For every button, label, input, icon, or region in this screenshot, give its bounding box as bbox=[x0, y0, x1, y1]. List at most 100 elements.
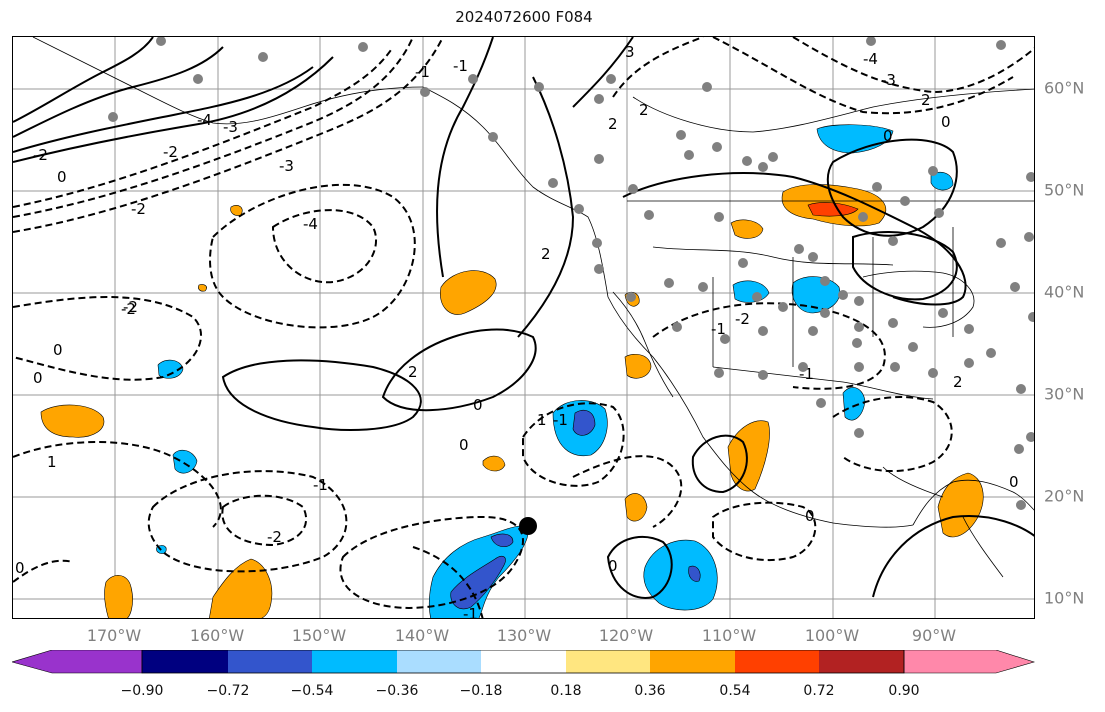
colorbar-segment bbox=[566, 650, 650, 673]
colorbar-segment bbox=[12, 650, 143, 674]
contour-label: 2 bbox=[541, 245, 551, 263]
shade-blue bbox=[791, 276, 841, 314]
contour-label: -1 bbox=[313, 476, 328, 494]
shade-darkblue bbox=[688, 565, 701, 582]
colorbar-segment bbox=[312, 650, 397, 673]
shade-orange bbox=[40, 404, 105, 438]
contour-label: -1 bbox=[711, 320, 726, 338]
contour-label: 0 bbox=[473, 396, 483, 414]
shaded-areas bbox=[40, 124, 984, 618]
colorbar bbox=[12, 650, 1036, 674]
contour-labels: -2 -4 -3 -2 -1 0 -1 -2 -3 -4 0 -2 0 1 2 … bbox=[15, 43, 1019, 619]
contour-label: -2 bbox=[735, 310, 750, 328]
lon-label: 100°W bbox=[804, 626, 860, 645]
contour-label: 2 bbox=[639, 101, 649, 119]
lat-label: 50°N bbox=[1044, 180, 1085, 200]
shade-orange bbox=[230, 205, 243, 216]
lat-label: 10°N bbox=[1044, 588, 1085, 608]
map-title: 2024072600 F084 bbox=[455, 8, 593, 26]
contour-label: 0 bbox=[1009, 473, 1019, 491]
shade-orange bbox=[440, 270, 497, 315]
lat-label: 40°N bbox=[1044, 282, 1085, 302]
contour-label: 2 bbox=[953, 373, 963, 391]
lon-label: 150°W bbox=[291, 626, 347, 645]
contour-label: 0 bbox=[57, 168, 67, 186]
shade-blue bbox=[842, 387, 866, 421]
shade-orange bbox=[482, 455, 506, 472]
colorbar-segment bbox=[735, 650, 819, 673]
contour-label: -1 bbox=[415, 63, 430, 81]
shade-darkblue bbox=[572, 410, 596, 436]
contour-label: -1 bbox=[453, 57, 468, 75]
contour-label: -1 bbox=[463, 605, 478, 619]
colorbar-tick-label: −0.54 bbox=[290, 683, 334, 699]
contour-label: 0 bbox=[608, 557, 618, 575]
shade-darkblue bbox=[450, 555, 506, 610]
shade-darkblue bbox=[490, 533, 514, 547]
shade-blue bbox=[643, 539, 718, 611]
contour-label: 0 bbox=[459, 436, 469, 454]
colorbar-tick-label: 0.72 bbox=[803, 683, 835, 699]
contour-label: -4 bbox=[863, 50, 878, 68]
contour-label: 0 bbox=[883, 127, 893, 145]
colorbar-tick-label: 0.90 bbox=[888, 683, 920, 699]
lon-label: 140°W bbox=[394, 626, 450, 645]
contour-label: 0 bbox=[53, 341, 63, 359]
shade-orange bbox=[198, 284, 207, 292]
contour-label: -4 bbox=[303, 215, 318, 233]
station-dots bbox=[108, 37, 1034, 510]
coastlines bbox=[32, 37, 1034, 578]
colorbar-segment bbox=[650, 650, 735, 673]
colorbar-segment bbox=[228, 650, 312, 673]
shade-orange bbox=[727, 420, 770, 492]
lon-label: 90°W bbox=[911, 626, 957, 645]
map-canvas: -2 -4 -3 -2 -1 0 -1 -2 -3 -4 0 -2 0 1 2 … bbox=[13, 37, 1034, 619]
colorbar-segment bbox=[397, 650, 481, 673]
shade-orange bbox=[624, 493, 648, 522]
contours bbox=[13, 37, 1034, 618]
contour-label: -4 bbox=[197, 111, 212, 129]
contour-label: -2 bbox=[123, 298, 138, 316]
shade-red bbox=[807, 202, 859, 217]
contour-label: 0 bbox=[33, 369, 43, 387]
contour-label: -3 bbox=[881, 71, 896, 89]
contour-label: -2 bbox=[131, 200, 146, 218]
colorbar-tick-label: 0.54 bbox=[719, 683, 751, 699]
colorbar-tick-label: −0.90 bbox=[120, 683, 164, 699]
contour-label: 1 bbox=[537, 411, 547, 429]
shade-orange bbox=[209, 558, 273, 618]
contour-label: -3 bbox=[223, 118, 238, 136]
contour-label: 2 bbox=[608, 115, 618, 133]
contour-label: -2 bbox=[267, 528, 282, 546]
shade-orange bbox=[937, 472, 984, 538]
contour-label: 2 bbox=[408, 363, 418, 381]
colorbar-segment bbox=[903, 650, 1036, 674]
colorbar-tick-label: −0.36 bbox=[375, 683, 419, 699]
storm-center-marker bbox=[519, 517, 537, 535]
shade-blue bbox=[816, 124, 894, 154]
contour-label: -3 bbox=[279, 157, 294, 175]
colorbar-segment bbox=[481, 650, 566, 673]
lat-label: 60°N bbox=[1044, 78, 1085, 98]
colorbar-tick-label: 0.18 bbox=[550, 683, 582, 699]
lon-label: 170°W bbox=[86, 626, 142, 645]
contour-label: 2 bbox=[921, 91, 931, 109]
colorbar-tick-label: −0.72 bbox=[206, 683, 250, 699]
shade-blue bbox=[732, 280, 770, 303]
lat-label: 30°N bbox=[1044, 384, 1085, 404]
shade-blue bbox=[172, 449, 198, 474]
lon-label: 120°W bbox=[598, 626, 654, 645]
contour-label: -2 bbox=[163, 143, 178, 161]
contour-label: 0 bbox=[15, 559, 25, 577]
contour-label: -2 bbox=[121, 300, 136, 318]
shade-orange bbox=[104, 575, 133, 618]
contour-label: -1 bbox=[553, 411, 568, 429]
contour-label: 1 bbox=[47, 453, 57, 471]
contour-label: -2 bbox=[33, 146, 48, 164]
lon-label: 110°W bbox=[701, 626, 757, 645]
colorbar-segment bbox=[142, 650, 228, 673]
map-panel: -2 -4 -3 -2 -1 0 -1 -2 -3 -4 0 -2 0 1 2 … bbox=[12, 36, 1035, 619]
contour-label: 0 bbox=[805, 507, 815, 525]
shade-orange bbox=[730, 219, 764, 239]
colorbar-tick-label: 0.36 bbox=[634, 683, 666, 699]
